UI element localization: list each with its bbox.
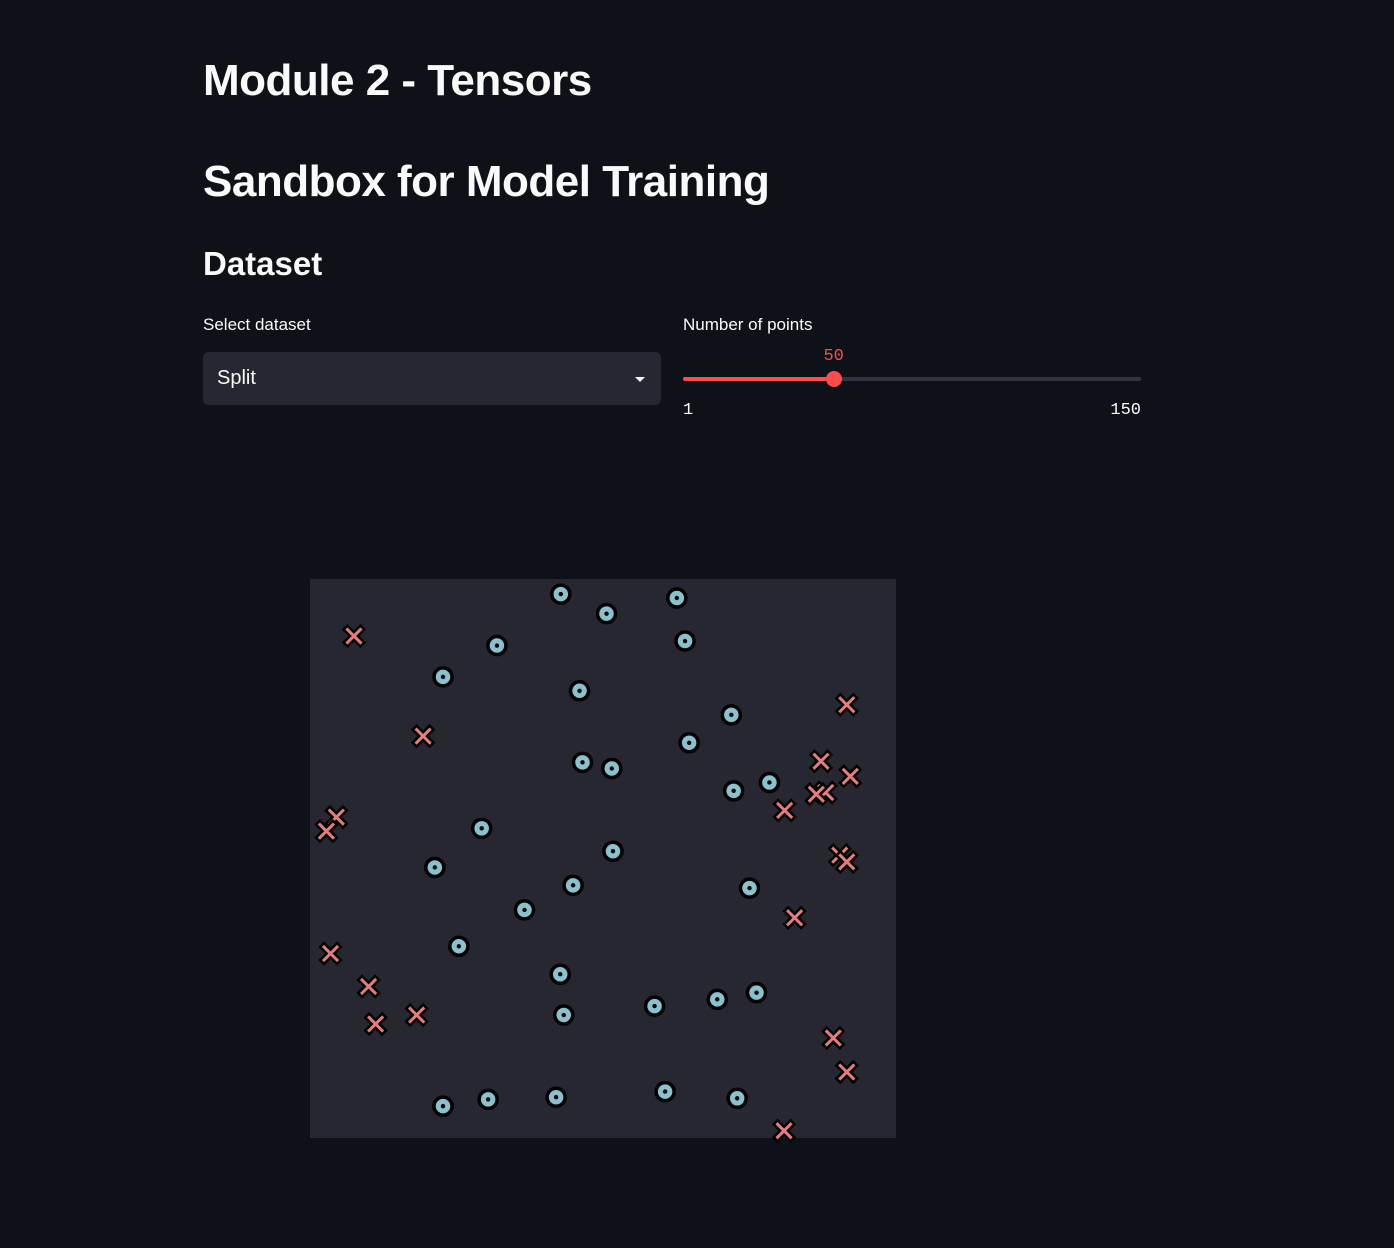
scatter-point-circle: [552, 1004, 575, 1026]
scatter-point-circle: [674, 630, 696, 652]
slider-fill: [683, 377, 834, 381]
scatter-point-circle: [568, 680, 591, 702]
points-slider-label: Number of points: [683, 315, 813, 334]
points-slider[interactable]: 50 1 150: [683, 345, 1141, 425]
scatter-point-cross: [356, 974, 381, 999]
scatter-point-circle: [738, 877, 761, 899]
dataset-select-label: Select dataset: [203, 315, 311, 334]
slider-min-label: 1: [683, 401, 694, 420]
scatter-point-cross: [821, 1025, 846, 1051]
scatter-point-circle: [470, 817, 493, 840]
scatter-point-circle: [432, 666, 454, 688]
slider-max-label: 150: [1110, 401, 1141, 420]
scatter-point-circle: [602, 840, 624, 862]
scatter-plot: [310, 579, 896, 1143]
scatter-point-cross: [410, 723, 436, 749]
slider-track[interactable]: [683, 377, 1141, 381]
scatter-point-cross: [318, 941, 343, 966]
scatter-point-cross: [341, 623, 367, 649]
scatter-point-cross: [771, 1118, 797, 1143]
scatter-point-circle: [666, 587, 688, 609]
scatter-point-circle: [722, 780, 745, 802]
points-slider-value: 50: [823, 347, 844, 366]
scatter-point-circle: [448, 935, 470, 958]
scatter-point-circle: [550, 583, 572, 605]
scatter-point-circle: [601, 757, 623, 780]
scatter-point-cross: [838, 764, 863, 789]
plot-background: [310, 579, 896, 1138]
scatter-point-circle: [545, 1086, 567, 1108]
scatter-point-circle: [571, 751, 594, 774]
section-heading-dataset: Dataset: [203, 245, 323, 282]
page-title: Module 2 - Tensors: [203, 56, 592, 105]
scatter-point-circle: [745, 981, 768, 1004]
scatter-point-circle: [643, 995, 666, 1017]
scatter-point-circle: [758, 771, 781, 794]
scatter-point-circle: [720, 704, 743, 726]
scatter-point-circle: [513, 899, 536, 921]
dataset-select[interactable]: Split: [203, 352, 661, 405]
dataset-select-value: Split: [217, 367, 256, 389]
scatter-point-cross: [834, 849, 859, 875]
slider-thumb[interactable]: [825, 371, 842, 387]
scatter-point-cross: [834, 692, 859, 717]
scatter-point-cross: [363, 1011, 388, 1037]
scatter-point-circle: [477, 1088, 499, 1111]
scatter-point-circle: [678, 732, 700, 754]
scatter-point-cross: [834, 1059, 859, 1085]
scatter-point-circle: [549, 963, 571, 985]
scatter-point-circle: [424, 856, 446, 879]
scatter-point-cross: [772, 798, 797, 823]
scatter-point-circle: [726, 1087, 748, 1110]
scatter-point-circle: [562, 874, 584, 897]
caret-down-icon: [635, 377, 645, 382]
scatter-point-cross: [314, 818, 339, 844]
scatter-point-circle: [706, 988, 729, 1011]
scatter-point-circle: [486, 634, 508, 657]
scatter-point-cross: [808, 749, 834, 774]
scatter-point-cross: [782, 905, 807, 930]
scatter-point-circle: [432, 1095, 454, 1117]
scatter-point-circle: [654, 1080, 676, 1103]
page-subtitle: Sandbox for Model Training: [203, 157, 770, 206]
scatter-point-cross: [804, 782, 829, 807]
scatter-point-cross: [404, 1002, 429, 1028]
scatter-point-circle: [595, 602, 618, 625]
